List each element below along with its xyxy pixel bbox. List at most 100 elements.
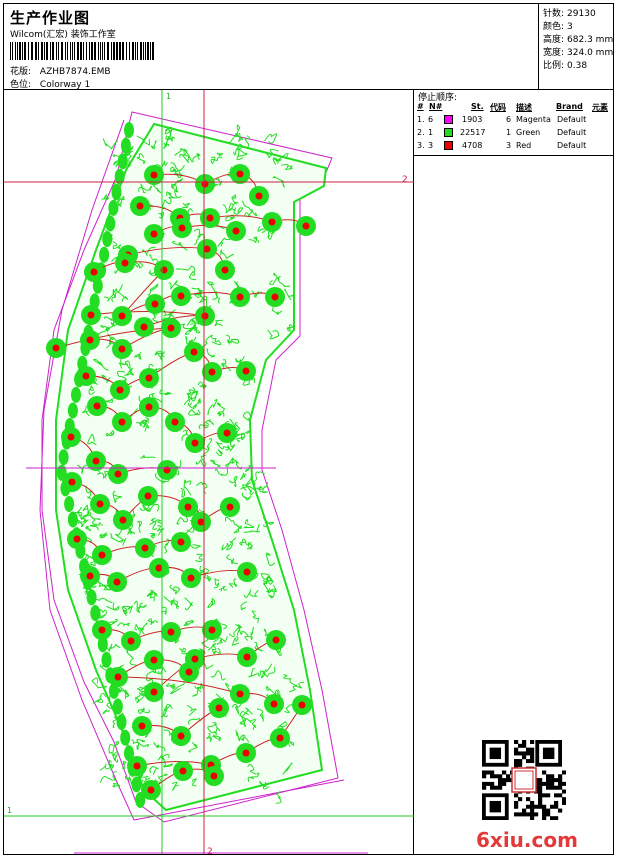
fill-squiggle xyxy=(213,578,220,589)
flower-center xyxy=(86,572,94,580)
qr-module xyxy=(554,785,559,790)
design-label: 花版: xyxy=(10,67,32,77)
fill-squiggle xyxy=(267,329,279,340)
qr-finder xyxy=(489,800,502,813)
qr-module xyxy=(562,789,566,794)
barcode-bar xyxy=(77,42,79,60)
fill-squiggle xyxy=(91,677,107,689)
flower-center xyxy=(114,470,122,478)
fill-squiggle xyxy=(149,765,159,775)
fill-squiggle xyxy=(260,573,274,585)
flower-center xyxy=(190,348,198,356)
qr-module xyxy=(514,793,519,798)
fill-squiggle xyxy=(163,596,180,608)
qr-module xyxy=(490,785,495,790)
fill-squiggle xyxy=(89,522,103,531)
barcode-bar xyxy=(38,42,39,60)
qr-module xyxy=(558,808,563,813)
qr-module xyxy=(542,808,547,813)
fill-squiggle xyxy=(244,626,254,641)
flower-center xyxy=(272,636,280,644)
table-row: 3. 3 4708 3 Red Default xyxy=(417,141,587,150)
fill-squiggle xyxy=(192,778,198,787)
fill-squiggle xyxy=(99,771,117,784)
fill-squiggle xyxy=(194,234,202,246)
stop-sequence-panel: 停止顺序: # N# St. 代码 描述 Brand 元素 1. 6 1903 … xyxy=(414,90,614,854)
fill-squiggle xyxy=(254,641,264,652)
fill-squiggle xyxy=(188,408,201,416)
fill-squiggle xyxy=(256,708,264,722)
flower-center xyxy=(144,492,152,500)
fill-squiggle xyxy=(224,516,240,528)
fill-squiggle xyxy=(226,537,237,551)
fill-squiggle xyxy=(265,148,279,159)
qr-module xyxy=(526,747,531,752)
qr-module xyxy=(514,759,519,764)
fill-squiggle xyxy=(155,160,168,169)
fill-squiggle xyxy=(170,681,185,695)
qr-module xyxy=(498,774,503,779)
scallop-mark xyxy=(124,745,134,762)
qr-module xyxy=(534,804,539,809)
fill-squiggle xyxy=(216,152,223,157)
qr-module xyxy=(550,785,555,790)
fill-squiggle xyxy=(184,323,198,335)
flower-center xyxy=(232,227,240,235)
qr-module xyxy=(538,781,543,786)
barcode-bar xyxy=(15,42,16,60)
fill-squiggle xyxy=(207,597,216,609)
qr-module xyxy=(546,785,551,790)
stat-height: 高度: 682.3 mm xyxy=(543,35,614,45)
qr-module xyxy=(530,740,535,745)
stop-sequence-title: 停止顺序: xyxy=(418,93,458,103)
barcode-bar xyxy=(10,42,11,60)
fill-squiggle xyxy=(144,420,150,432)
fill-squiggle xyxy=(121,760,127,770)
fill-squiggle xyxy=(159,389,173,396)
fill-squiggle xyxy=(166,191,175,199)
flower-center xyxy=(177,732,185,740)
scallop-mark xyxy=(109,682,119,699)
flower-center xyxy=(184,503,192,511)
fill-squiggle xyxy=(124,370,134,377)
qr-module xyxy=(526,751,531,756)
flower-center xyxy=(167,324,175,332)
fill-squiggle xyxy=(218,585,228,592)
flower-center xyxy=(201,312,209,320)
qr-module xyxy=(538,785,543,790)
flower-center xyxy=(151,300,159,308)
fill-squiggle xyxy=(163,538,170,554)
fill-squiggle xyxy=(112,240,122,250)
fill-squiggle xyxy=(226,554,239,565)
fill-squiggle xyxy=(102,708,110,715)
flower-center xyxy=(119,516,127,524)
company-name: Wilcom(汇宏) 装饰工作室 xyxy=(10,30,116,40)
qr-module xyxy=(518,762,523,767)
flower-center xyxy=(150,656,158,664)
scallop-mark xyxy=(120,729,131,746)
fill-squiggle xyxy=(110,643,121,649)
fill-squiggle xyxy=(132,261,143,269)
fill-squiggle xyxy=(164,128,172,140)
scallop-mark xyxy=(111,184,122,201)
fill-squiggle xyxy=(212,290,221,304)
flower-center xyxy=(150,688,158,696)
scallop-mark xyxy=(64,496,75,512)
fill-squiggle xyxy=(243,523,260,533)
fill-squiggle xyxy=(240,601,248,611)
fill-squiggle xyxy=(221,359,232,372)
fill-squiggle xyxy=(249,719,257,730)
col-header-desc: 描述 xyxy=(516,103,532,112)
fill-squiggle xyxy=(85,525,92,532)
qr-module xyxy=(490,774,495,779)
fill-squiggle xyxy=(244,135,251,150)
fill-squiggle xyxy=(106,602,120,611)
fill-squiggle xyxy=(206,348,216,358)
flower-center xyxy=(118,418,126,426)
fill-squiggle xyxy=(187,704,197,716)
fill-squiggle xyxy=(134,623,141,636)
barcode-bar xyxy=(28,42,29,60)
qr-module xyxy=(554,793,559,798)
barcode-bar xyxy=(102,42,103,60)
qr-module xyxy=(522,812,527,817)
